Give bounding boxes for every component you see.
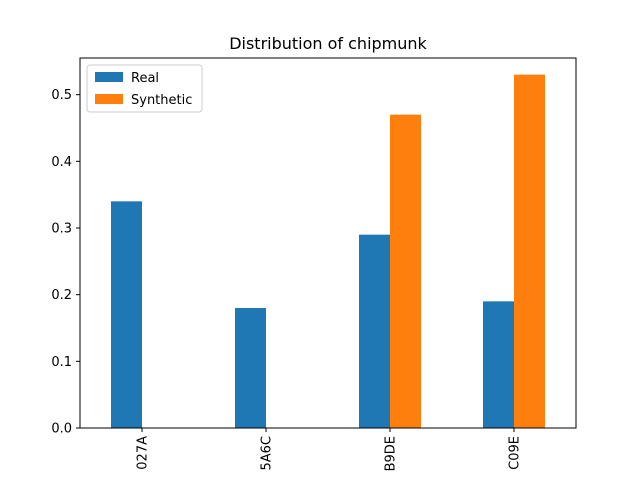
x-tick-label: B9DE	[384, 436, 399, 471]
y-tick-label: 0.5	[51, 88, 72, 103]
legend: Real Synthetic	[86, 64, 203, 113]
y-tick-label: 0.4	[51, 155, 72, 170]
chart-title: Distribution of chipmunk	[229, 34, 427, 53]
y-tick-label: 0.3	[51, 222, 72, 237]
bar-real-027a	[111, 201, 142, 428]
x-axis: 027A 5A6C B9DE C09E	[136, 428, 523, 471]
bars-layer	[111, 74, 545, 429]
bar-synthetic-b9de	[390, 114, 421, 429]
y-tick-label: 0.0	[51, 422, 72, 437]
plot-frame	[79, 57, 577, 429]
y-tick-label: 0.1	[51, 355, 72, 370]
legend-swatch-synthetic	[95, 94, 123, 104]
x-tick-label: 027A	[136, 436, 151, 470]
bar-real-5a6c	[235, 308, 266, 428]
bar-synthetic-c09e	[514, 74, 545, 429]
y-axis: 0.0 0.1 0.2 0.3 0.4 0.5	[51, 88, 80, 437]
legend-label-real: Real	[131, 71, 159, 86]
x-tick-label: 5A6C	[260, 436, 275, 471]
bar-real-b9de	[359, 234, 390, 428]
legend-swatch-real	[95, 72, 123, 82]
bar-real-c09e	[483, 301, 514, 428]
x-tick-label: C09E	[508, 436, 523, 470]
legend-label-synthetic: Synthetic	[131, 93, 192, 108]
y-tick-label: 0.2	[51, 288, 72, 303]
